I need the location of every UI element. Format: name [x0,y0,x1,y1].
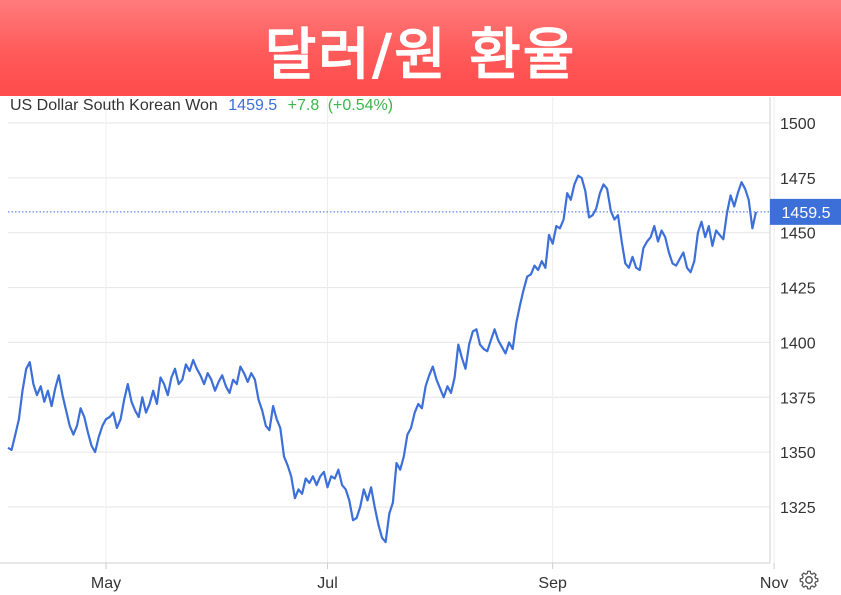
y-tick-label: 1475 [780,171,816,188]
series-line [7,174,758,544]
last-price-badge-label: 1459.5 [782,205,831,222]
x-tick-label: Jul [317,575,337,592]
y-tick-label: 1450 [780,226,816,243]
y-tick-label: 1375 [780,390,816,407]
price-change-pct: (+0.54%) [327,97,394,114]
x-tick-label: Sep [538,575,567,592]
price-change: +7.8 [287,97,320,114]
banner-title: 달러/원 환율 [264,23,577,88]
x-tick-label: May [91,575,121,592]
y-tick-label: 1425 [780,281,816,298]
y-tick-label: 1400 [780,335,816,352]
title-banner: 달러/원 환율 [0,0,841,96]
gear-icon[interactable] [798,569,820,591]
y-tick-label: 1350 [780,445,816,462]
instrument-name: US Dollar South Korean Won [10,97,218,114]
chart-legend: US Dollar South Korean Won 1459.5 +7.8 (… [10,97,393,115]
y-tick-label: 1500 [780,116,816,133]
last-price: 1459.5 [228,97,278,114]
last-price-badge [770,198,841,225]
x-tick-label: Nov [760,575,788,592]
y-tick-label: 1325 [780,500,816,517]
